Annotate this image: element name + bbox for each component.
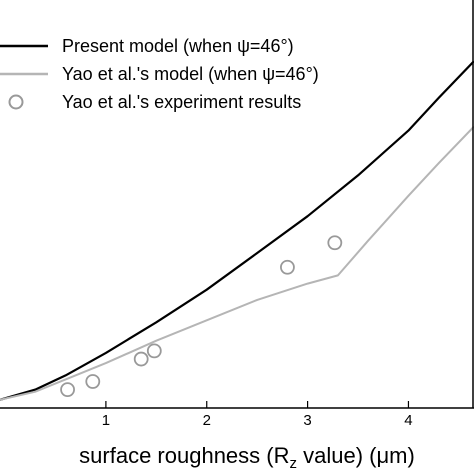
x-axis-label: surface roughness (Rz value) (μm) (79, 443, 415, 472)
legend-label-2: Yao et al.'s model (when ψ=46°) (62, 64, 319, 84)
plot-area (0, 60, 474, 401)
x-axis-label-subscript: z (290, 455, 298, 472)
legend: Present model (when ψ=46°) Yao et al.'s m… (0, 36, 319, 112)
axes: 1 2 3 4 (0, 0, 474, 429)
legend-label-1: Present model (when ψ=46°) (62, 36, 294, 56)
series-line-2 (0, 125, 474, 401)
x-axis-label-main: surface roughness (R (79, 443, 289, 468)
x-tick-label-1: 1 (102, 412, 110, 429)
x-tick-label-2: 2 (203, 412, 211, 429)
experiment-point-1 (60, 382, 75, 398)
experiment-point-3 (133, 351, 149, 367)
legend-label-3: Yao et al.'s experiment results (62, 92, 301, 112)
experiment-point-5 (280, 259, 295, 275)
legend-swatch-3 (8, 94, 24, 110)
x-axis-label-rest: value) (μm) (297, 443, 415, 468)
x-tick-label-4: 4 (404, 412, 412, 429)
experiment-point-4 (146, 343, 162, 359)
series-line-1 (0, 60, 474, 401)
experiment-point-2 (85, 374, 101, 389)
experiment-point-6 (327, 235, 343, 251)
x-tick-label-3: 3 (303, 412, 311, 429)
